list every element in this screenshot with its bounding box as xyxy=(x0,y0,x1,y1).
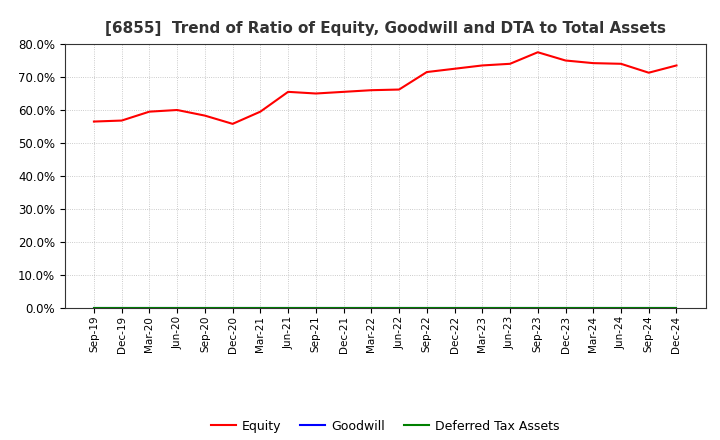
Equity xyxy=(256,109,265,114)
Equity xyxy=(589,60,598,66)
Goodwill xyxy=(145,305,154,311)
Deferred Tax Assets xyxy=(561,305,570,311)
Deferred Tax Assets xyxy=(256,305,265,311)
Equity xyxy=(145,109,154,114)
Goodwill xyxy=(505,305,514,311)
Goodwill xyxy=(89,305,98,311)
Deferred Tax Assets xyxy=(478,305,487,311)
Deferred Tax Assets xyxy=(395,305,403,311)
Equity xyxy=(173,107,181,113)
Line: Equity: Equity xyxy=(94,52,677,124)
Equity xyxy=(339,89,348,95)
Goodwill xyxy=(173,305,181,311)
Equity xyxy=(672,63,681,68)
Deferred Tax Assets xyxy=(534,305,542,311)
Goodwill xyxy=(339,305,348,311)
Deferred Tax Assets xyxy=(672,305,681,311)
Goodwill xyxy=(228,305,237,311)
Deferred Tax Assets xyxy=(117,305,126,311)
Deferred Tax Assets xyxy=(505,305,514,311)
Goodwill xyxy=(423,305,431,311)
Goodwill xyxy=(478,305,487,311)
Goodwill xyxy=(256,305,265,311)
Equity xyxy=(423,70,431,75)
Deferred Tax Assets xyxy=(312,305,320,311)
Deferred Tax Assets xyxy=(173,305,181,311)
Deferred Tax Assets xyxy=(145,305,154,311)
Goodwill xyxy=(616,305,625,311)
Title: [6855]  Trend of Ratio of Equity, Goodwill and DTA to Total Assets: [6855] Trend of Ratio of Equity, Goodwil… xyxy=(104,21,666,36)
Goodwill xyxy=(534,305,542,311)
Goodwill xyxy=(672,305,681,311)
Goodwill xyxy=(201,305,210,311)
Equity xyxy=(117,118,126,123)
Goodwill xyxy=(367,305,376,311)
Legend: Equity, Goodwill, Deferred Tax Assets: Equity, Goodwill, Deferred Tax Assets xyxy=(206,414,564,437)
Equity xyxy=(478,63,487,68)
Equity xyxy=(644,70,653,75)
Deferred Tax Assets xyxy=(450,305,459,311)
Equity xyxy=(312,91,320,96)
Deferred Tax Assets xyxy=(644,305,653,311)
Equity xyxy=(505,61,514,66)
Goodwill xyxy=(644,305,653,311)
Deferred Tax Assets xyxy=(89,305,98,311)
Deferred Tax Assets xyxy=(284,305,292,311)
Deferred Tax Assets xyxy=(367,305,376,311)
Goodwill xyxy=(312,305,320,311)
Goodwill xyxy=(117,305,126,311)
Deferred Tax Assets xyxy=(423,305,431,311)
Equity xyxy=(395,87,403,92)
Deferred Tax Assets xyxy=(339,305,348,311)
Goodwill xyxy=(561,305,570,311)
Deferred Tax Assets xyxy=(201,305,210,311)
Deferred Tax Assets xyxy=(616,305,625,311)
Equity xyxy=(450,66,459,71)
Goodwill xyxy=(395,305,403,311)
Equity xyxy=(201,113,210,118)
Goodwill xyxy=(450,305,459,311)
Equity xyxy=(367,88,376,93)
Equity xyxy=(616,61,625,66)
Deferred Tax Assets xyxy=(589,305,598,311)
Equity xyxy=(561,58,570,63)
Deferred Tax Assets xyxy=(228,305,237,311)
Equity xyxy=(284,89,292,95)
Goodwill xyxy=(589,305,598,311)
Equity xyxy=(89,119,98,124)
Goodwill xyxy=(284,305,292,311)
Equity xyxy=(534,50,542,55)
Equity xyxy=(228,121,237,127)
